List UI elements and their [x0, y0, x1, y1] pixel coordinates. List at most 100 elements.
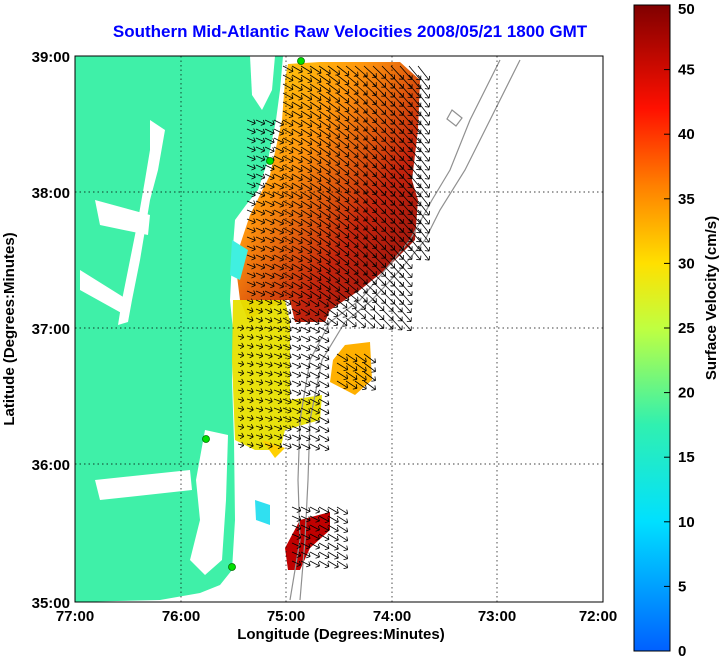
velocity-arrow — [273, 182, 284, 190]
velocity-arrow — [273, 290, 284, 298]
velocity-arrow — [336, 542, 349, 552]
velocity-arrow — [381, 317, 394, 330]
velocity-arrow — [291, 506, 302, 513]
velocity-arrow — [354, 173, 368, 186]
velocity-arrow — [318, 119, 331, 130]
velocity-arrow — [264, 272, 275, 280]
velocity-arrow — [291, 191, 303, 200]
radar-station — [202, 435, 210, 443]
velocity-arrow — [327, 110, 340, 121]
velocity-arrow — [327, 542, 339, 551]
velocity-arrow — [264, 334, 273, 341]
velocity-arrow — [291, 326, 302, 333]
velocity-arrow — [282, 272, 294, 281]
velocity-arrow — [246, 333, 254, 341]
velocity-arrow — [309, 308, 320, 317]
velocity-arrow — [354, 128, 368, 141]
velocity-arrow — [264, 245, 275, 253]
velocity-arrow — [273, 155, 284, 163]
velocity-arrow — [300, 227, 313, 236]
velocity-arrow — [264, 182, 275, 190]
velocity-arrow — [300, 83, 313, 92]
velocity-arrow — [282, 191, 294, 200]
velocity-arrow — [282, 344, 292, 351]
velocity-arrow — [255, 415, 264, 422]
velocity-arrow — [273, 218, 284, 226]
velocity-arrow — [354, 317, 366, 328]
velocity-arrow — [300, 263, 313, 272]
velocity-arrow — [282, 182, 294, 191]
velocity-arrow — [291, 128, 303, 137]
velocity-arrow — [318, 290, 331, 301]
velocity-arrow — [318, 209, 331, 220]
velocity-arrow — [354, 263, 368, 276]
velocity-arrow — [264, 218, 275, 226]
velocity-arrow — [273, 245, 284, 253]
velocity-arrow — [309, 92, 322, 102]
velocity-arrow — [417, 65, 431, 81]
velocity-arrow — [318, 407, 330, 416]
velocity-arrow — [264, 128, 275, 136]
velocity-arrow — [408, 83, 422, 99]
velocity-arrow — [291, 65, 303, 74]
velocity-arrow — [237, 441, 245, 449]
velocity-arrow — [255, 343, 264, 350]
velocity-arrow — [318, 74, 331, 85]
velocity-arrow — [300, 119, 313, 128]
velocity-arrow — [255, 200, 266, 207]
velocity-arrow — [273, 308, 282, 315]
velocity-arrow — [282, 245, 294, 254]
velocity-arrow — [273, 326, 283, 333]
velocity-arrow — [291, 317, 301, 325]
velocity-arrow — [354, 83, 368, 96]
velocity-arrow — [354, 272, 368, 285]
velocity-arrow — [291, 416, 302, 423]
velocity-arrow — [246, 254, 256, 261]
velocity-arrow — [327, 101, 340, 112]
velocity-arrow — [246, 155, 256, 162]
velocity-arrow — [309, 164, 322, 174]
velocity-arrow — [246, 137, 256, 144]
velocity-arrow — [336, 308, 348, 318]
velocity-arrow — [345, 353, 358, 363]
velocity-arrow — [264, 200, 275, 208]
velocity-arrow — [300, 344, 311, 352]
velocity-arrow — [273, 434, 283, 441]
velocity-arrow — [336, 533, 349, 543]
velocity-arrow — [282, 236, 294, 245]
velocity-arrow — [417, 200, 431, 216]
velocity-arrow — [354, 236, 368, 249]
velocity-arrow — [291, 245, 303, 254]
velocity-arrow — [408, 182, 422, 198]
velocity-arrow — [264, 370, 273, 377]
velocity-arrow — [309, 137, 322, 147]
velocity-arrow — [300, 173, 313, 182]
velocity-arrow — [300, 137, 313, 146]
velocity-arrow — [309, 524, 320, 532]
velocity-arrow — [300, 380, 311, 388]
velocity-arrow — [417, 245, 431, 261]
velocity-arrow — [345, 362, 358, 372]
velocity-arrow — [264, 308, 273, 315]
velocity-arrow — [300, 335, 311, 343]
velocity-arrow — [246, 227, 256, 234]
velocity-arrow — [291, 209, 303, 218]
velocity-arrow — [300, 65, 313, 74]
velocity-arrow — [318, 227, 331, 238]
velocity-arrow — [399, 308, 412, 323]
velocity-arrow — [291, 236, 303, 245]
velocity-arrow — [309, 173, 322, 183]
velocity-arrow — [255, 191, 266, 198]
velocity-arrow — [309, 515, 320, 523]
velocity-arrow — [300, 353, 311, 361]
velocity-arrow — [309, 335, 320, 343]
velocity-arrow — [417, 164, 431, 180]
sound-water — [190, 430, 228, 575]
velocity-arrow — [408, 155, 422, 171]
velocity-arrow — [309, 254, 322, 264]
velocity-arrow — [318, 146, 331, 157]
velocity-arrow — [318, 443, 330, 452]
velocity-arrow — [282, 164, 294, 173]
velocity-arrow — [300, 551, 311, 559]
velocity-arrow — [264, 164, 275, 172]
